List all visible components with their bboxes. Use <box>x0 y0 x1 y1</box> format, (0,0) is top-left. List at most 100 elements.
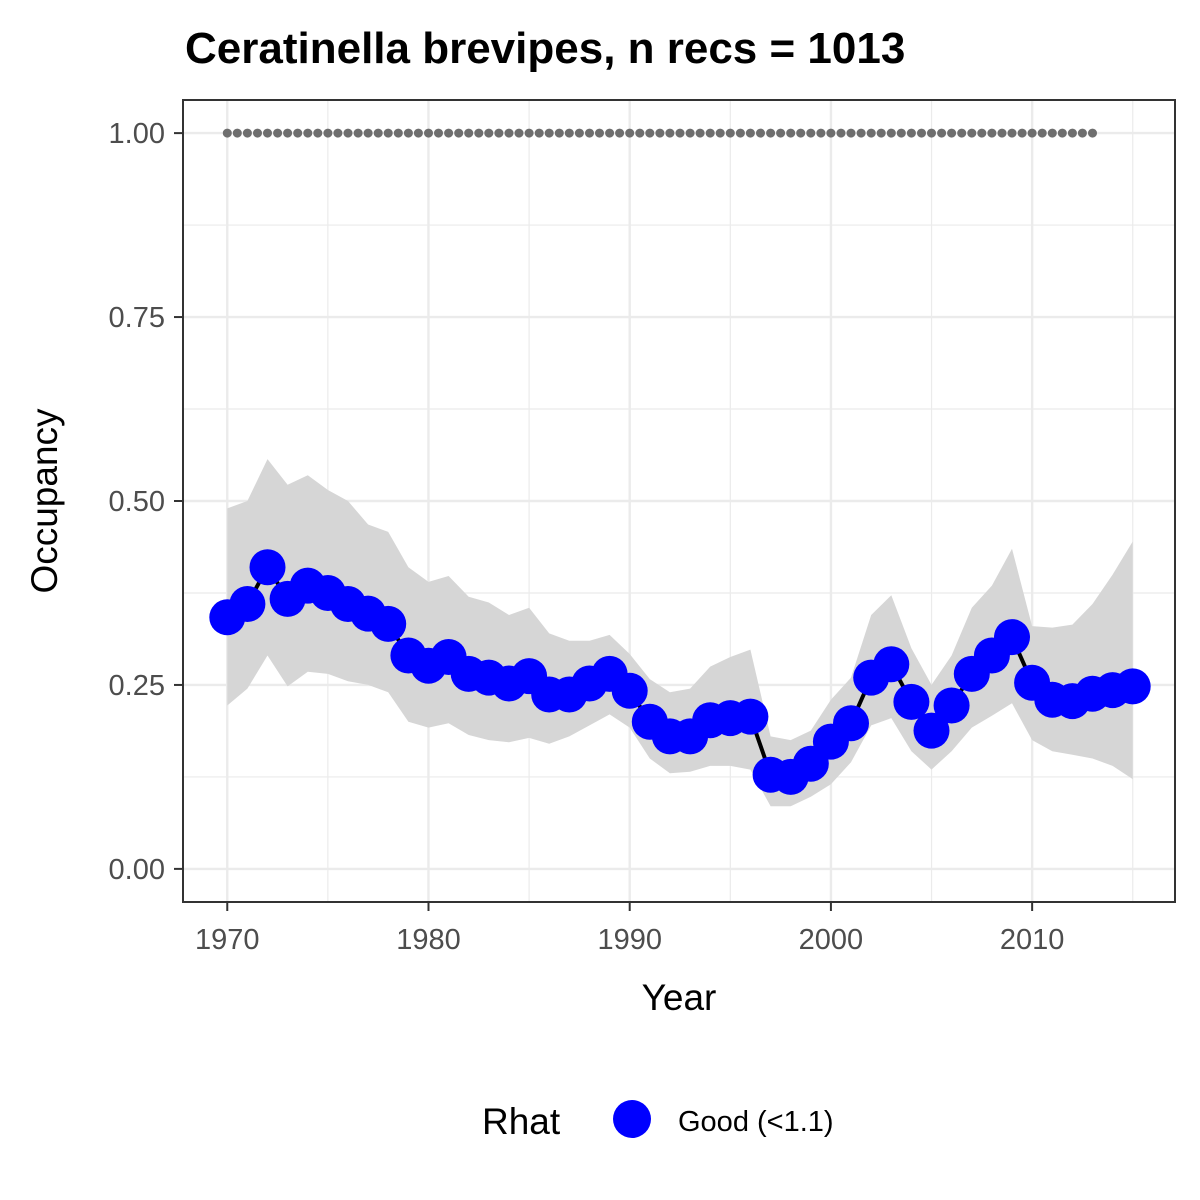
reference-dot <box>856 128 866 138</box>
reference-dot <box>232 128 242 138</box>
reference-dot <box>474 128 484 138</box>
chart-title: Ceratinella brevipes, n recs = 1013 <box>185 24 905 73</box>
reference-dot <box>967 128 977 138</box>
reference-dot <box>695 128 705 138</box>
reference-dot <box>283 128 293 138</box>
reference-dot <box>977 128 987 138</box>
reference-dot <box>464 128 474 138</box>
reference-dot <box>263 128 272 138</box>
reference-dot <box>1007 128 1017 138</box>
y-tick-label: 0.75 <box>109 302 165 334</box>
reference-dot <box>413 128 423 138</box>
confidence-ribbon <box>227 459 1133 807</box>
x-tick-label: 2000 <box>799 924 864 956</box>
data-points-layer <box>209 549 1151 795</box>
reference-dot <box>363 128 373 138</box>
x-axis-ticks: 1970 1980 1990 2000 2010 <box>195 902 1064 956</box>
reference-dot <box>393 128 403 138</box>
reference-dot <box>896 128 906 138</box>
reference-dot <box>605 128 615 138</box>
reference-dot <box>273 128 283 138</box>
data-point <box>611 672 648 709</box>
reference-dot <box>524 128 534 138</box>
data-point <box>732 698 769 735</box>
reference-dot <box>403 128 413 138</box>
legend-title: Rhat <box>482 1101 561 1142</box>
reference-dot <box>645 128 655 138</box>
reference-dot <box>343 128 353 138</box>
data-point <box>249 549 286 586</box>
reference-dot <box>293 128 303 138</box>
reference-dot <box>816 128 826 138</box>
reference-dot <box>1047 128 1057 138</box>
data-point <box>873 646 910 683</box>
data-point <box>933 687 970 724</box>
data-point <box>833 705 869 742</box>
reference-dot <box>866 128 876 138</box>
data-point <box>893 683 930 720</box>
reference-dot <box>987 128 997 138</box>
reference-dot <box>735 128 745 138</box>
reference-dot <box>675 128 685 138</box>
confidence-ribbon-layer <box>227 459 1133 807</box>
reference-dot <box>826 128 836 138</box>
legend-key-point <box>613 1100 651 1138</box>
reference-dot <box>554 128 564 138</box>
data-point <box>229 586 266 622</box>
reference-dot <box>313 128 323 138</box>
reference-dot <box>595 128 604 138</box>
y-tick-label: 0.50 <box>109 486 165 518</box>
reference-dot <box>766 128 776 138</box>
reference-dot <box>1088 128 1097 138</box>
reference-dot <box>434 128 443 138</box>
reference-dot <box>886 128 896 138</box>
reference-dot <box>534 128 544 138</box>
reference-dot <box>937 128 947 138</box>
reference-dot <box>917 128 926 138</box>
reference-dot <box>454 128 464 138</box>
y-tick-label: 1.00 <box>109 118 165 150</box>
reference-dot <box>564 128 574 138</box>
reference-dot <box>303 128 313 138</box>
data-point <box>1114 668 1151 705</box>
reference-dot <box>745 128 755 138</box>
reference-dot <box>625 128 635 138</box>
reference-dot <box>836 128 846 138</box>
reference-dot <box>333 128 343 138</box>
data-point <box>994 619 1030 656</box>
reference-dot <box>786 128 796 138</box>
reference-dot <box>1037 128 1047 138</box>
reference-dot <box>796 128 806 138</box>
reference-line-layer <box>222 128 1097 138</box>
reference-dot <box>242 128 252 138</box>
x-tick-label: 1990 <box>597 924 662 956</box>
reference-dot <box>685 128 695 138</box>
reference-dot <box>615 128 625 138</box>
data-point <box>370 605 407 642</box>
x-axis-title: Year <box>642 977 717 1018</box>
reference-dot <box>494 128 504 138</box>
reference-dot <box>635 128 645 138</box>
y-tick-label: 0.25 <box>109 670 165 702</box>
reference-dot <box>353 128 363 138</box>
x-tick-label: 2010 <box>1000 924 1065 956</box>
legend-label: Good (<1.1) <box>678 1106 834 1138</box>
reference-dot <box>725 128 735 138</box>
reference-dot <box>846 128 856 138</box>
reference-dot <box>484 128 494 138</box>
reference-dot <box>756 128 765 138</box>
reference-dot <box>665 128 675 138</box>
reference-dot <box>574 128 584 138</box>
reference-dot <box>514 128 524 138</box>
reference-dot <box>1067 128 1077 138</box>
reference-dot <box>504 128 514 138</box>
reference-dot <box>705 128 715 138</box>
reference-dot <box>997 128 1007 138</box>
reference-dot <box>1027 128 1037 138</box>
reference-dot <box>1077 128 1087 138</box>
reference-dot <box>222 128 232 138</box>
reference-dot <box>715 128 725 138</box>
y-axis-ticks: 0.00 0.25 0.50 0.75 1.00 <box>109 118 183 886</box>
x-tick-label: 1980 <box>396 924 461 956</box>
